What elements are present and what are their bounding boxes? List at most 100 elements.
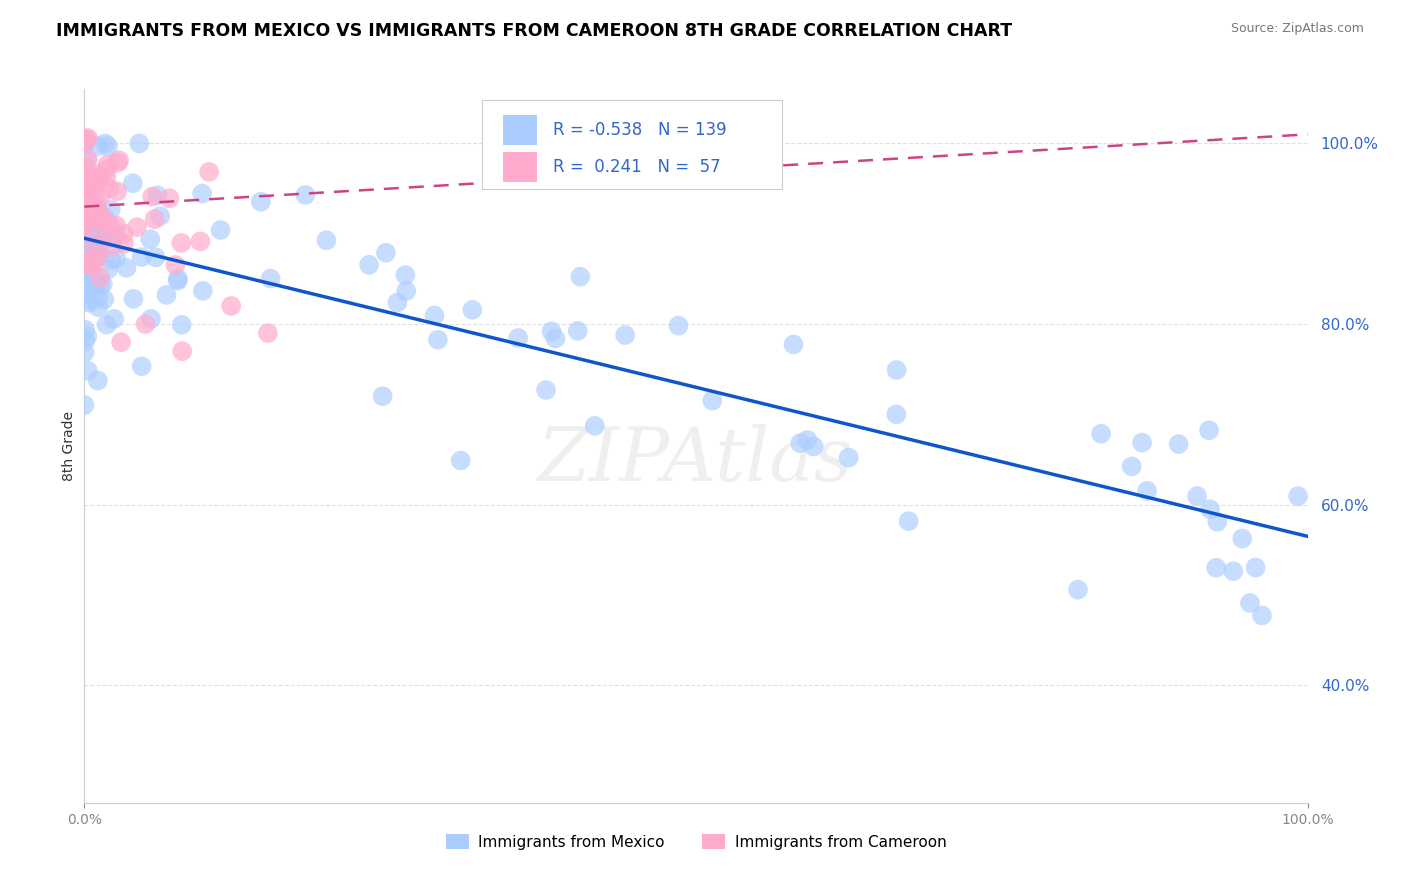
Point <box>1232 532 1254 546</box>
Point <box>141 189 163 203</box>
Point <box>84 219 107 234</box>
Point <box>125 220 148 235</box>
Point <box>143 212 166 227</box>
Point <box>90 213 112 227</box>
Point <box>83 221 105 235</box>
Point <box>1205 560 1227 574</box>
Point <box>534 383 557 397</box>
Point <box>1239 596 1261 610</box>
Point <box>166 272 188 286</box>
Point <box>569 269 592 284</box>
Point <box>103 311 125 326</box>
Point <box>91 277 114 291</box>
Point <box>84 167 107 181</box>
Point <box>75 207 97 221</box>
Point <box>188 235 211 249</box>
Point <box>82 234 104 248</box>
Point <box>146 188 169 202</box>
Point <box>75 136 97 151</box>
Point <box>1121 459 1143 474</box>
Point <box>75 190 97 204</box>
Point <box>93 232 115 246</box>
Point <box>73 136 96 151</box>
Point <box>139 311 162 326</box>
Point <box>77 187 100 202</box>
Point <box>91 211 114 226</box>
Point <box>100 202 122 217</box>
Point <box>83 247 105 261</box>
Point <box>75 323 97 337</box>
Point <box>76 285 98 300</box>
Point <box>94 217 117 231</box>
Text: Source: ZipAtlas.com: Source: ZipAtlas.com <box>1230 22 1364 36</box>
Point <box>76 329 98 343</box>
Point <box>73 398 96 412</box>
Point <box>77 221 100 235</box>
Point <box>97 262 120 277</box>
Point <box>75 285 97 300</box>
Point <box>357 258 380 272</box>
Point <box>73 345 96 359</box>
Point <box>82 216 104 230</box>
Point <box>77 171 100 186</box>
Point <box>112 236 135 251</box>
Point <box>73 207 96 221</box>
Point <box>668 318 690 333</box>
Point <box>1136 483 1159 498</box>
Point <box>209 223 232 237</box>
Point <box>394 268 416 282</box>
Point <box>1090 426 1112 441</box>
Legend: Immigrants from Mexico, Immigrants from Cameroon: Immigrants from Mexico, Immigrants from … <box>440 828 952 855</box>
Point <box>75 215 97 229</box>
Point <box>93 210 115 224</box>
Point <box>567 324 589 338</box>
Point <box>82 238 104 252</box>
Point <box>131 250 153 264</box>
Point <box>79 266 101 280</box>
Point <box>86 211 108 225</box>
Bar <box>503 115 537 145</box>
Point <box>83 239 105 253</box>
Point <box>84 277 107 291</box>
Point <box>803 440 825 454</box>
Point <box>121 176 143 190</box>
Point <box>77 203 100 218</box>
Text: R =  0.241   N =  57: R = 0.241 N = 57 <box>553 159 720 177</box>
Point <box>172 344 194 359</box>
Point <box>423 309 446 323</box>
Point <box>108 153 131 168</box>
Point <box>165 258 187 272</box>
Point <box>96 169 118 184</box>
Point <box>94 226 117 240</box>
Point <box>79 258 101 272</box>
Point <box>257 326 280 340</box>
Point <box>250 194 273 209</box>
Point <box>789 436 811 450</box>
Point <box>83 216 105 230</box>
Point <box>73 136 96 151</box>
Point <box>80 260 103 274</box>
Point <box>1067 582 1090 597</box>
Point <box>89 170 111 185</box>
Point <box>73 227 96 241</box>
Point <box>1286 489 1309 503</box>
Point <box>107 155 129 169</box>
Point <box>170 235 193 250</box>
Point <box>76 152 98 166</box>
Point <box>96 318 118 332</box>
Point <box>315 233 337 247</box>
Point <box>73 187 96 202</box>
Point <box>461 302 484 317</box>
Point <box>83 171 105 186</box>
Point <box>145 250 167 264</box>
Point <box>83 178 105 193</box>
Point <box>86 251 108 265</box>
Point <box>157 191 180 205</box>
Point <box>1251 608 1274 623</box>
Point <box>73 218 96 232</box>
Point <box>83 273 105 287</box>
Text: ZIPAtlas: ZIPAtlas <box>538 424 853 497</box>
Point <box>80 243 103 257</box>
Point <box>73 166 96 180</box>
Point <box>77 179 100 194</box>
